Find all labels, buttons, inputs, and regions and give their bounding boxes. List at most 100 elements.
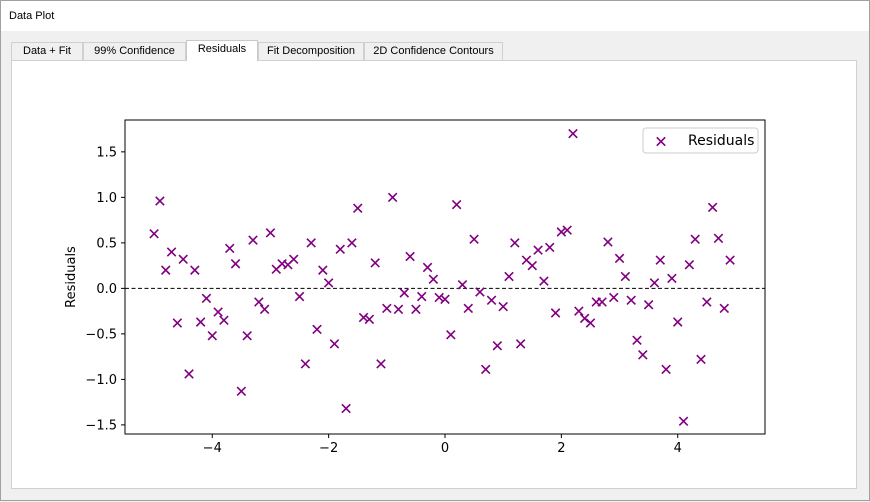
residual-point bbox=[230, 259, 241, 269]
residual-point bbox=[335, 244, 346, 255]
residual-point bbox=[236, 386, 247, 396]
tab-99-confidence[interactable]: 99% Confidence bbox=[83, 42, 186, 60]
residual-point bbox=[306, 238, 316, 248]
residual-point bbox=[300, 359, 311, 369]
residual-point bbox=[242, 330, 252, 341]
residual-point bbox=[667, 273, 677, 284]
residual-point bbox=[457, 279, 468, 290]
residual-point bbox=[632, 335, 642, 346]
residual-point bbox=[614, 253, 625, 264]
residual-point bbox=[160, 265, 171, 275]
residual-point bbox=[195, 317, 206, 327]
y-tick-label: −1.5 bbox=[85, 418, 117, 433]
residual-point bbox=[725, 255, 735, 265]
legend-label: Residuals bbox=[688, 133, 754, 149]
residual-point bbox=[475, 287, 485, 297]
residual-point bbox=[155, 196, 165, 206]
residual-point bbox=[440, 294, 450, 305]
residual-point bbox=[318, 265, 328, 275]
residual-point bbox=[358, 312, 369, 323]
tab-residuals[interactable]: Residuals bbox=[186, 40, 258, 61]
residual-point bbox=[376, 359, 386, 369]
residual-point bbox=[248, 235, 258, 245]
tab-data-fit[interactable]: Data + Fit bbox=[11, 42, 83, 60]
residual-point bbox=[702, 297, 712, 307]
residual-point bbox=[672, 317, 683, 327]
x-tick-label: 2 bbox=[557, 441, 565, 456]
residual-point bbox=[219, 315, 229, 325]
residual-point bbox=[184, 369, 194, 379]
residual-point bbox=[364, 314, 375, 325]
title-bar: Data Plot bbox=[0, 0, 870, 32]
tab-panel-residuals: −4 −2 0 2 4 −1.5 −1.0 −0.5 0.0 0.5 1.0 1.5 Residuals… bbox=[11, 60, 857, 489]
residual-point bbox=[556, 227, 567, 237]
residual-point bbox=[585, 318, 596, 328]
x-tick-label: 0 bbox=[441, 441, 449, 456]
residual-point bbox=[323, 278, 334, 288]
residual-point bbox=[527, 260, 538, 271]
residual-point bbox=[294, 291, 305, 302]
residual-point bbox=[574, 306, 584, 316]
residual-point bbox=[707, 202, 718, 213]
residual-point bbox=[713, 233, 724, 244]
residual-point bbox=[166, 247, 177, 257]
residual-point bbox=[190, 265, 200, 275]
residual-point bbox=[562, 225, 572, 235]
residual-point bbox=[446, 330, 456, 340]
residual-point bbox=[341, 403, 351, 414]
residual-point bbox=[347, 238, 357, 248]
residual-point bbox=[172, 318, 183, 328]
residual-point bbox=[690, 234, 700, 244]
residual-point bbox=[504, 271, 514, 282]
residual-point bbox=[608, 292, 619, 303]
residual-point bbox=[684, 259, 695, 270]
residual-point bbox=[638, 350, 648, 360]
residual-point bbox=[387, 192, 398, 203]
residual-point bbox=[568, 128, 578, 139]
residual-point bbox=[544, 242, 555, 253]
window-title: Data Plot bbox=[9, 10, 55, 22]
residual-point bbox=[480, 364, 491, 375]
y-tick-label: 0.0 bbox=[96, 282, 117, 297]
residual-point bbox=[207, 330, 218, 341]
residual-point bbox=[655, 255, 666, 265]
residual-point bbox=[492, 340, 503, 351]
residuals-chart: −4 −2 0 2 4 −1.5 −1.0 −0.5 0.0 0.5 1.0 1.5 Residuals… bbox=[64, 119, 766, 456]
residual-point bbox=[382, 303, 392, 314]
residual-point bbox=[510, 238, 520, 248]
y-tick-label: 1.5 bbox=[96, 145, 117, 160]
residual-point bbox=[579, 313, 590, 324]
residual-point bbox=[329, 339, 340, 349]
residual-point bbox=[259, 304, 270, 315]
residual-point bbox=[498, 301, 508, 312]
residual-point bbox=[597, 297, 607, 307]
residual-point bbox=[515, 339, 526, 349]
residual-point bbox=[533, 245, 543, 255]
y-tick-label: −1.0 bbox=[85, 373, 117, 388]
residual-point bbox=[550, 308, 561, 318]
residual-point bbox=[288, 254, 299, 265]
legend-marker-icon bbox=[656, 136, 666, 147]
residual-point bbox=[213, 307, 223, 317]
residual-point bbox=[265, 228, 276, 238]
y-tick-label: 1.0 bbox=[96, 191, 117, 206]
residual-point bbox=[405, 251, 415, 262]
y-tick-label: −0.5 bbox=[85, 327, 117, 342]
tab-fit-decomposition[interactable]: Fit Decomposition bbox=[258, 42, 364, 60]
residual-point bbox=[661, 364, 671, 375]
residual-point bbox=[224, 243, 235, 254]
residual-point bbox=[352, 203, 363, 214]
residual-point bbox=[649, 278, 660, 288]
residual-point bbox=[428, 274, 439, 285]
legend-box bbox=[642, 127, 759, 154]
residual-point bbox=[370, 258, 380, 268]
residual-point bbox=[254, 297, 264, 307]
residual-point bbox=[620, 271, 631, 282]
residual-point bbox=[626, 295, 636, 305]
residual-point bbox=[678, 416, 689, 427]
residual-point bbox=[486, 295, 497, 305]
residual-point bbox=[399, 288, 410, 298]
residual-point bbox=[178, 254, 188, 265]
residual-point bbox=[201, 293, 212, 304]
tab-2d-confidence-contours[interactable]: 2D Confidence Contours bbox=[364, 42, 503, 60]
